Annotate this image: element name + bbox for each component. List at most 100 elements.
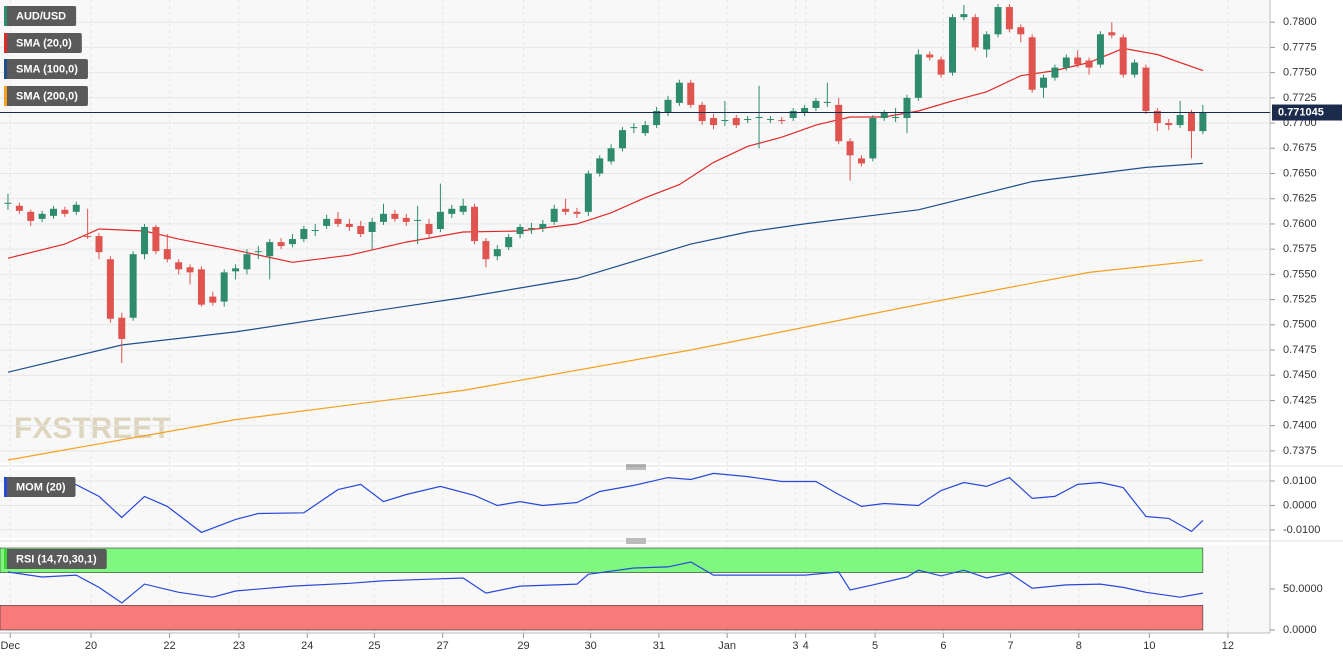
legend-item[interactable]: SMA (200,0) <box>4 86 88 106</box>
legend-label: MOM (20) <box>16 481 66 493</box>
y-tick-label: 0.7375 <box>1283 445 1317 457</box>
candle-body <box>334 218 342 224</box>
candle-body <box>197 269 205 305</box>
candle-body <box>1085 60 1093 68</box>
candle-body <box>175 262 183 270</box>
candle-body <box>118 317 126 339</box>
y-tick-label: 0.7675 <box>1283 142 1317 154</box>
x-tick-label: 6 <box>940 640 946 652</box>
candle-body <box>345 223 353 227</box>
candle-body <box>1062 57 1070 68</box>
candle-body <box>300 228 308 240</box>
candle-body <box>687 82 695 105</box>
x-tick-label: 27 <box>437 640 449 652</box>
legend-box <box>4 6 77 26</box>
y-tick-label: 0.7650 <box>1283 167 1317 179</box>
candle-body <box>277 242 285 247</box>
legend-label: AUD/USD <box>16 10 66 22</box>
candle-body <box>755 117 763 119</box>
candle-body <box>209 296 217 303</box>
legend-item[interactable]: RSI (14,70,30,1) <box>4 549 107 569</box>
main-panel <box>0 0 1270 463</box>
legend-item[interactable]: SMA (20,0) <box>4 33 82 53</box>
legend-item[interactable]: AUD/USD <box>4 6 77 26</box>
resize-handle[interactable] <box>626 464 646 544</box>
series-line <box>8 472 1204 534</box>
candle-body <box>61 209 69 214</box>
candle-body <box>106 259 114 319</box>
candle-body <box>220 272 228 302</box>
y-tick-label: 0.0000 <box>1283 499 1317 511</box>
legend-swatch <box>4 59 7 79</box>
candle-body <box>254 251 262 253</box>
candle-body <box>186 267 194 273</box>
legend-box <box>4 59 88 79</box>
x-tick-label: 7 <box>1007 640 1013 652</box>
legend-swatch <box>4 86 7 106</box>
x-tick-label: 4 <box>803 640 809 652</box>
candle-body <box>937 59 945 75</box>
y-tick-label: 0.7550 <box>1283 268 1317 280</box>
candle-body <box>641 125 649 134</box>
candle-body <box>402 217 410 222</box>
candle-body <box>835 104 843 142</box>
candle-body <box>368 221 376 233</box>
candle-body <box>857 158 865 164</box>
y-tick-label: 0.7575 <box>1283 243 1317 255</box>
y-tick-label: 0.7525 <box>1283 293 1317 305</box>
candle-body <box>266 242 274 257</box>
candle-body <box>493 249 501 257</box>
candle-body <box>949 17 956 73</box>
candle-body <box>664 99 672 113</box>
candle-body <box>436 211 444 229</box>
x-tick-label: 3 <box>792 640 798 652</box>
x-tick-label: 12 <box>1222 640 1234 652</box>
candle-body <box>482 241 490 260</box>
candle-body <box>471 206 479 242</box>
legend-box <box>4 33 82 53</box>
candle-body <box>49 208 57 216</box>
candle-body <box>846 141 854 156</box>
y-tick-label: 0.7500 <box>1283 319 1317 331</box>
candle-body <box>744 119 752 121</box>
band <box>0 605 1204 631</box>
candle-body <box>550 208 558 222</box>
legend-item[interactable]: MOM (20) <box>4 477 76 497</box>
candle-body <box>618 130 626 149</box>
candle-body <box>801 107 809 113</box>
legend-swatch <box>4 477 7 497</box>
x-tick-label: 22 <box>163 640 175 652</box>
x-tick-label: 25 <box>368 640 380 652</box>
candle-body <box>516 226 524 235</box>
candle-body <box>653 110 661 126</box>
candle-body <box>926 54 934 58</box>
candle-body <box>1051 67 1059 78</box>
candle-body <box>710 118 718 126</box>
legend-item[interactable]: SMA (100,0) <box>4 59 88 79</box>
candle-body <box>15 205 23 211</box>
candle-body <box>721 120 729 122</box>
y-tick-label: 0.7600 <box>1283 218 1317 230</box>
candle-body <box>1096 34 1104 65</box>
candle-body <box>380 213 388 222</box>
candle-body <box>983 34 991 50</box>
candle-body <box>880 112 888 119</box>
legend-label: SMA (20,0) <box>16 37 72 49</box>
x-tick-label: 8 <box>1076 640 1082 652</box>
candle-body <box>459 205 467 212</box>
legend-label: RSI (14,70,30,1) <box>16 553 97 565</box>
last-price-box <box>1272 104 1342 121</box>
candle-body <box>4 202 12 204</box>
candle-body <box>323 218 331 226</box>
x-tick-label: 24 <box>301 640 313 652</box>
series-line <box>7 162 1203 373</box>
x-tick-label: 20 <box>85 640 97 652</box>
candle-body <box>1005 7 1013 30</box>
x-tick-label: 23 <box>233 640 245 652</box>
series-line <box>7 259 1203 461</box>
candle-body <box>766 119 774 121</box>
candle-body <box>596 158 604 174</box>
candle-body <box>789 110 797 119</box>
candle-body <box>391 213 399 219</box>
candle-body <box>892 117 900 119</box>
